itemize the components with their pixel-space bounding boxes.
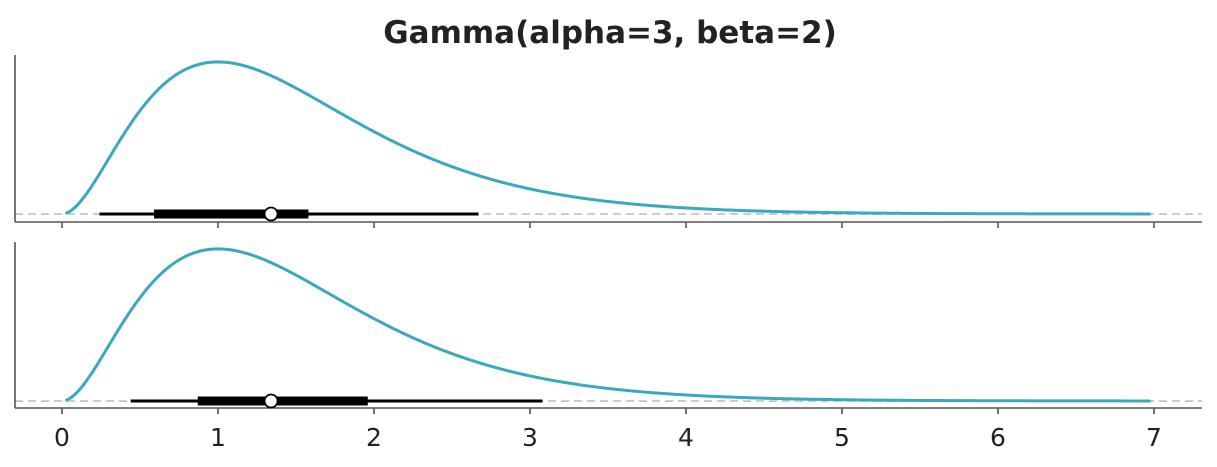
- x-tick-label-6: 6: [990, 423, 1006, 452]
- x-tick-label-3: 3: [522, 423, 538, 452]
- density-curve-top: [65, 60, 1151, 216]
- x-tick-label-5: 5: [834, 423, 850, 452]
- x-tick-label-0: 0: [54, 423, 70, 452]
- density-curve-bottom: [65, 247, 1151, 403]
- x-axis: 0 1 2 3 4 5 6 7: [54, 423, 1162, 452]
- x-tick-label-2: 2: [366, 423, 382, 452]
- point-estimate-bottom: [263, 393, 279, 409]
- x-tick-label-1: 1: [210, 423, 226, 452]
- x-tick-label-7: 7: [1146, 423, 1162, 452]
- chart-title: Gamma(alpha=3, beta=2): [383, 15, 837, 51]
- x-tick-label-4: 4: [678, 423, 694, 452]
- panels: [14, 55, 1202, 414]
- panel-bottom: [14, 242, 1202, 414]
- point-estimate-top: [263, 206, 279, 222]
- panel-top: [14, 55, 1202, 228]
